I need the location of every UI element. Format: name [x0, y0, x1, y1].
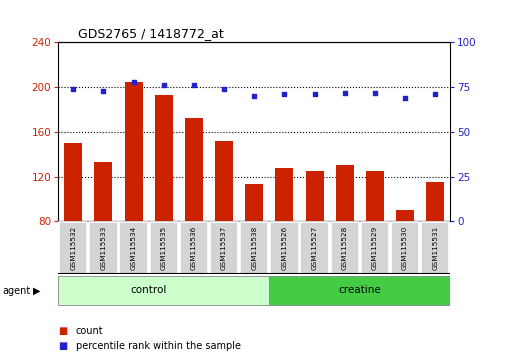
Bar	[215, 141, 233, 221]
Text: percentile rank within the sample: percentile rank within the sample	[76, 341, 240, 351]
Text: GSM115531: GSM115531	[431, 226, 437, 270]
Bar	[335, 165, 353, 221]
Bar	[124, 81, 142, 221]
Text: GSM115530: GSM115530	[401, 226, 408, 270]
Text: ■: ■	[58, 326, 67, 336]
Text: creatine: creatine	[338, 285, 380, 295]
Text: GSM115538: GSM115538	[251, 226, 257, 270]
Text: ▶: ▶	[33, 286, 40, 296]
Text: control: control	[130, 285, 167, 295]
Point	[340, 90, 348, 95]
FancyBboxPatch shape	[239, 222, 268, 274]
Bar	[184, 119, 203, 221]
Text: GSM115528: GSM115528	[341, 226, 347, 270]
FancyBboxPatch shape	[119, 222, 147, 274]
FancyBboxPatch shape	[89, 222, 117, 274]
Point	[220, 86, 228, 92]
Bar	[275, 168, 293, 221]
Text: GSM115527: GSM115527	[311, 226, 317, 270]
Point	[189, 82, 197, 88]
Bar	[365, 171, 383, 221]
FancyBboxPatch shape	[420, 222, 448, 274]
Text: ■: ■	[58, 341, 67, 351]
Text: GSM115537: GSM115537	[221, 226, 227, 270]
FancyBboxPatch shape	[269, 276, 449, 305]
FancyBboxPatch shape	[179, 222, 208, 274]
Point	[430, 91, 438, 97]
FancyBboxPatch shape	[330, 222, 358, 274]
Text: GSM115526: GSM115526	[281, 226, 287, 270]
Text: GSM115535: GSM115535	[161, 226, 167, 270]
Text: GSM115534: GSM115534	[130, 226, 136, 270]
Bar	[425, 182, 443, 221]
FancyBboxPatch shape	[300, 222, 328, 274]
Point	[69, 86, 77, 92]
FancyBboxPatch shape	[270, 222, 298, 274]
Text: GSM115533: GSM115533	[100, 226, 106, 270]
FancyBboxPatch shape	[59, 222, 87, 274]
Text: GSM115532: GSM115532	[70, 226, 76, 270]
Point	[280, 91, 288, 97]
Bar	[245, 184, 263, 221]
FancyBboxPatch shape	[360, 222, 388, 274]
Text: GSM115536: GSM115536	[190, 226, 196, 270]
Point	[250, 93, 258, 99]
Point	[400, 95, 409, 101]
Point	[99, 88, 107, 93]
FancyBboxPatch shape	[390, 222, 419, 274]
FancyBboxPatch shape	[210, 222, 238, 274]
FancyBboxPatch shape	[58, 276, 269, 305]
FancyBboxPatch shape	[149, 222, 178, 274]
Point	[370, 90, 378, 95]
Text: agent: agent	[3, 286, 31, 296]
Point	[129, 79, 137, 85]
Bar	[155, 95, 173, 221]
Text: count: count	[76, 326, 104, 336]
Bar	[64, 143, 82, 221]
Point	[310, 91, 318, 97]
Point	[160, 82, 168, 88]
Bar	[305, 171, 323, 221]
Text: GDS2765 / 1418772_at: GDS2765 / 1418772_at	[78, 27, 223, 40]
Bar	[94, 162, 112, 221]
Text: GSM115529: GSM115529	[371, 226, 377, 270]
Bar	[395, 210, 413, 221]
